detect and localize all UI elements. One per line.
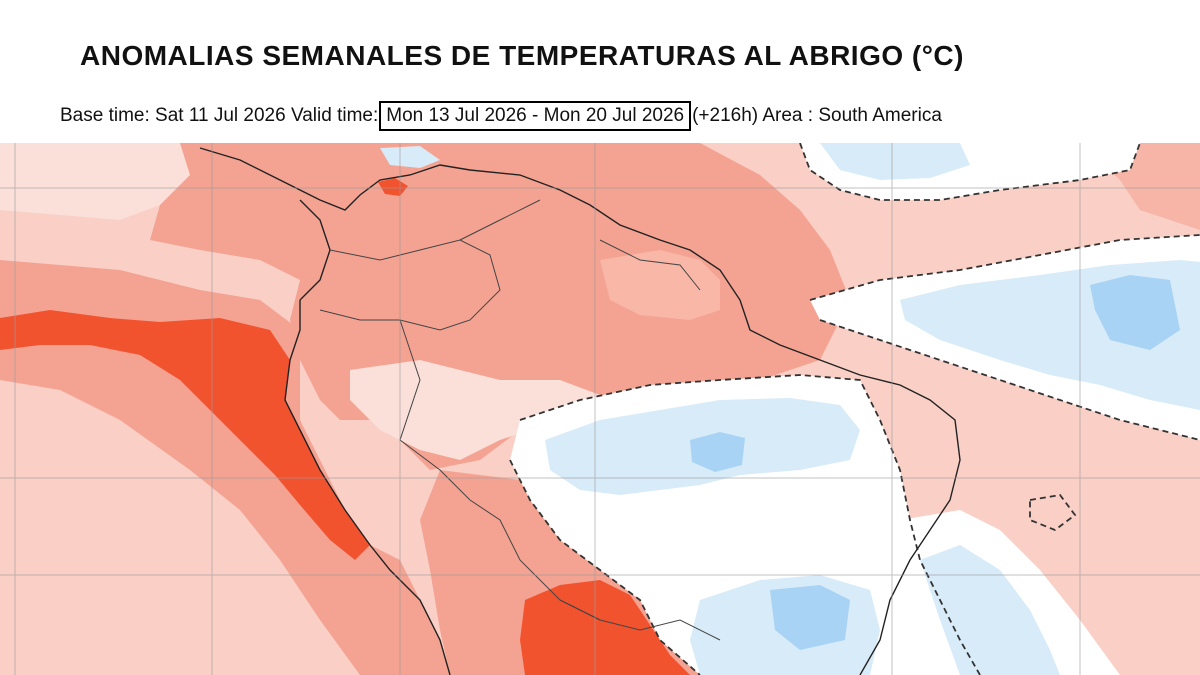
country-borders — [319, 199, 721, 641]
light-warm-amazon — [350, 360, 600, 460]
anomaly-map — [0, 143, 1200, 675]
base-time-text: Base time: Sat 11 Jul 2026 Valid time: — [60, 105, 379, 126]
strong-warm-pacific — [0, 310, 370, 560]
warm-region-guianas — [600, 250, 720, 320]
cool-region-central-core — [690, 432, 745, 472]
cool-region-se-atlantic — [920, 545, 1060, 675]
header: ANOMALIAS SEMANALES DE TEMPERATURAS AL A… — [0, 0, 1200, 143]
strong-warm-paraguay — [520, 580, 690, 675]
lead-area-text: (+216h) Area : South America — [692, 105, 942, 126]
cool-region-caribbean — [380, 146, 440, 168]
graticule — [0, 143, 1200, 675]
cool-region-south-core — [770, 585, 850, 650]
zero-contours — [509, 143, 1200, 675]
warm-region-pacific — [0, 260, 450, 675]
light-warm-patch-nw — [0, 143, 190, 220]
cool-region-atlantic-core — [1090, 275, 1180, 350]
cool-region-ne — [820, 143, 970, 180]
subtitle: Base time: Sat 11 Jul 2026 Valid time: M… — [60, 101, 942, 131]
page-title: ANOMALIAS SEMANALES DE TEMPERATURAS AL A… — [80, 40, 964, 71]
valid-time-range: Mon 13 Jul 2026 - Mon 20 Jul 2026 — [379, 101, 692, 131]
